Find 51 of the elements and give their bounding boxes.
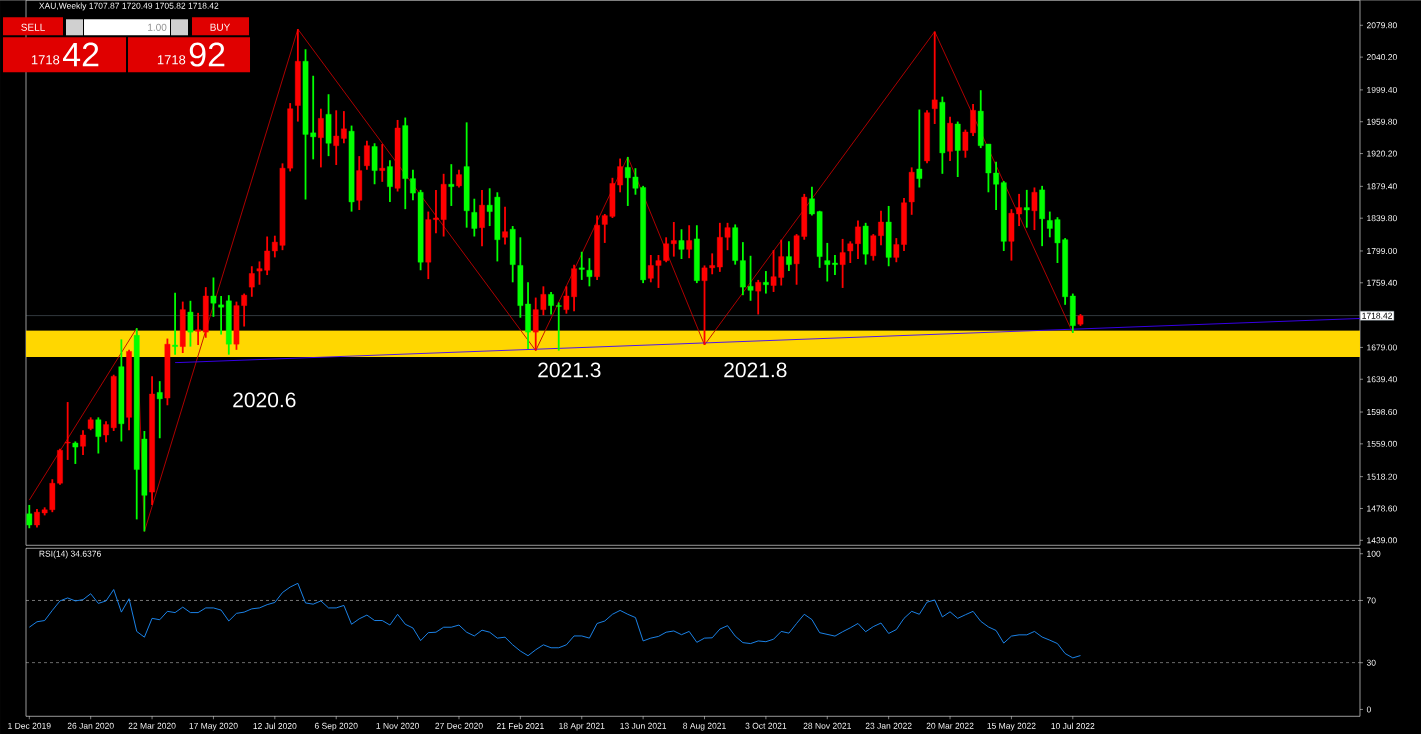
annotation: 1.00	[148, 23, 167, 31]
annotation: BUY	[210, 23, 231, 31]
x-tick-label: 15 May 2022	[987, 722, 1036, 731]
y-tick-label: 1920.20	[1367, 150, 1397, 157]
annotation: 2021.8	[724, 362, 787, 378]
x-tick-label: 10 Jul 2022	[1051, 722, 1095, 729]
y-tick-label: 2079.80	[1366, 22, 1397, 29]
y-tick-label: 100	[1367, 550, 1381, 557]
x-tick-label: 3 Oct 2021	[745, 722, 787, 729]
x-tick-label: 8 Aug 2021	[683, 722, 726, 731]
chart-title: XAU,Weekly 1707.87 1720.49 1705.82 1718.42	[39, 2, 219, 11]
annotation: SELL	[21, 23, 45, 31]
x-tick-label: 1 Dec 2019	[8, 722, 51, 729]
x-tick-label: 20 Mar 2022	[926, 722, 974, 729]
y-tick-label: 1839.80	[1367, 215, 1397, 222]
x-tick-label: 18 Apr 2021	[559, 722, 605, 731]
x-tick-label: 23 Jan 2022	[865, 722, 912, 729]
annotation: 1718	[31, 55, 60, 65]
y-tick-label: 1439.00	[1367, 537, 1397, 544]
annotation: 42	[63, 42, 99, 67]
y-tick-label: 1478.60	[1367, 505, 1397, 512]
chart-title: RSI(14) 34.6376	[39, 550, 101, 559]
y-tick-label: 1959.80	[1367, 118, 1397, 125]
x-tick-label: 22 Mar 2020	[128, 722, 176, 729]
x-tick-label: 26 Jan 2020	[67, 722, 114, 729]
y-tick-label: 2040.20	[1366, 53, 1397, 60]
annotation: 92	[189, 42, 225, 67]
x-tick-label: 6 Sep 2020	[314, 722, 358, 731]
y-tick-label: 1759.40	[1367, 279, 1397, 286]
y-tick-label: 1679.00	[1367, 344, 1397, 351]
annotation: 1718	[157, 55, 186, 65]
y-tick-label: 1518.20	[1367, 473, 1397, 480]
y-tick-label: 1879.40	[1367, 183, 1397, 190]
x-tick-label: 28 Nov 2021	[803, 722, 851, 729]
y-tick-label: 1598.60	[1367, 408, 1397, 415]
y-tick-label: 1799.00	[1367, 247, 1397, 254]
annotation: 2020.6	[233, 392, 296, 408]
x-tick-label: 1 Nov 2020	[376, 722, 419, 729]
y-tick-label: 0	[1366, 706, 1371, 713]
x-tick-label: 17 May 2020	[189, 722, 238, 731]
y-tick-label: 1999.40	[1367, 86, 1397, 93]
y-tick-label: 1559.00	[1367, 440, 1397, 447]
y-tick-label: 70	[1366, 597, 1376, 604]
x-tick-label: 27 Dec 2020	[435, 722, 483, 729]
x-tick-label: 12 Jul 2020	[253, 722, 297, 729]
x-tick-label: 13 Jun 2021	[620, 722, 667, 729]
y-tick-label: 1639.40	[1367, 376, 1397, 383]
annotation: 2021.3	[538, 362, 601, 378]
y-tick-label: 30	[1366, 659, 1376, 666]
x-tick-label: 21 Feb 2021	[496, 722, 544, 729]
ref-line-label: 1718.42	[1362, 312, 1392, 319]
